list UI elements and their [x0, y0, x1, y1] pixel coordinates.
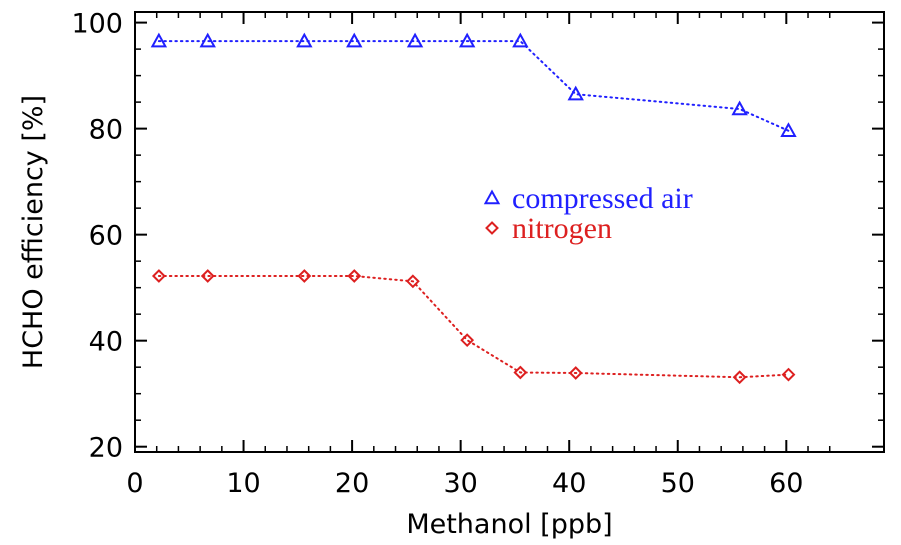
y-tick-label: 40 — [89, 327, 123, 358]
data-point-triangle — [346, 32, 363, 48]
data-point-triangle — [567, 85, 584, 101]
legend-label: nitrogen — [512, 212, 612, 245]
data-point-diamond — [568, 366, 583, 380]
series-line — [157, 275, 790, 379]
data-point-diamond — [297, 269, 312, 283]
y-tick-label: 100 — [71, 9, 123, 40]
data-point-triangle — [150, 32, 168, 48]
y-tick-label: 60 — [89, 221, 123, 252]
x-tick-label: 40 — [552, 468, 586, 499]
y-axis: 20 40 60 80 100 — [71, 9, 884, 464]
data-point-triangle — [199, 32, 216, 48]
x-tick-label: 50 — [661, 468, 695, 499]
series-nitrogen — [151, 269, 796, 385]
legend-marker-diamond — [485, 221, 499, 235]
series-compressed-air — [150, 32, 797, 137]
data-point-triangle — [296, 32, 313, 48]
x-tick-label: 30 — [443, 468, 477, 499]
data-point-triangle — [731, 100, 748, 116]
data-point-triangle — [780, 122, 797, 137]
data-point-diamond — [347, 269, 362, 283]
y-tick-label: 80 — [89, 115, 123, 146]
series-layer — [150, 32, 797, 385]
data-point-diamond — [781, 367, 796, 382]
y-tick-label: 20 — [89, 433, 123, 464]
data-point-diamond — [460, 333, 475, 348]
legend-label: compressed air — [512, 182, 693, 215]
plot-frame — [134, 11, 885, 453]
data-point-diamond — [151, 269, 166, 283]
y-axis-title: HCHO efficiency [%] — [18, 95, 49, 369]
series-line — [157, 40, 790, 132]
x-axis: 0 10 20 30 40 50 60 — [126, 12, 831, 499]
data-point-diamond — [732, 370, 747, 385]
x-tick-label: 10 — [226, 468, 260, 499]
data-point-triangle — [512, 32, 529, 48]
x-tick-label: 60 — [769, 468, 803, 499]
data-point-triangle — [458, 32, 476, 48]
x-tick-label: 0 — [126, 468, 143, 499]
plot-border — [134, 11, 885, 453]
x-tick-label: 20 — [335, 468, 369, 499]
data-point-diamond — [200, 269, 215, 283]
data-point-triangle — [406, 32, 424, 48]
x-axis-title: Methanol [ppb] — [406, 509, 612, 540]
data-point-diamond — [513, 365, 528, 380]
data-point-diamond — [405, 274, 420, 289]
legend-marker-triangle — [483, 189, 501, 205]
